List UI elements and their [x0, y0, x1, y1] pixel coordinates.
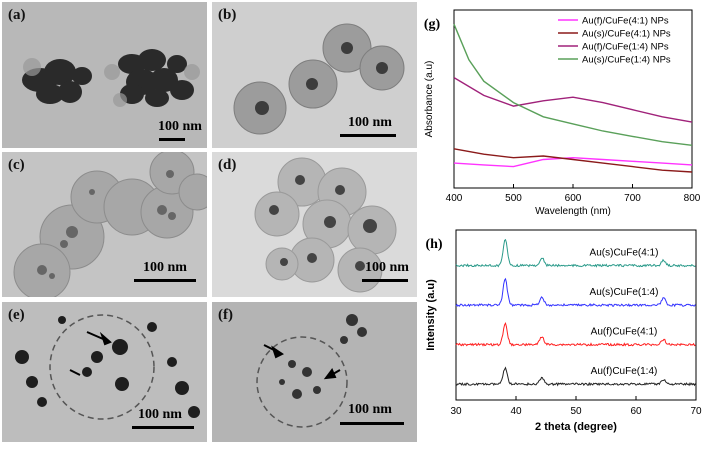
- tem-image-a: [2, 2, 207, 148]
- chart-g-panel-label: (g): [424, 17, 441, 32]
- tem-image-e: [2, 302, 207, 442]
- chart-g-xtick-label-3: 700: [624, 193, 641, 204]
- scale-bar-b: [340, 134, 396, 137]
- scale-text-b: 100 nm: [348, 115, 392, 130]
- chart-g: 400 500 600 700 800 Wavelength (nm) Absorbance…: [424, 9, 701, 217]
- chart-h-ylabel: Intensity (a.u): [425, 279, 437, 351]
- chart-g-series-1: [453, 148, 693, 173]
- scale-text-a: 100 nm: [158, 119, 202, 134]
- tem-panel-b: (b) 100 nm: [212, 2, 417, 148]
- scale-bar-e: [132, 426, 194, 429]
- scale-text-e: 100 nm: [138, 407, 182, 422]
- chart-h-container: 30 40 50 60 70 2 theta (degree) Intensity (a.u…: [420, 224, 706, 444]
- chart-g-legend-label-1: Au(s)/CuFe(4:1) NPs: [582, 29, 671, 40]
- chart-h-xtick-label-1: 40: [510, 406, 522, 417]
- tem-panel-c: (c) 100 nm: [2, 152, 207, 297]
- chart-g-series-3: [453, 23, 693, 146]
- chart-h-xtick-label-4: 70: [690, 406, 702, 417]
- chart-g-container: 400 500 600 700 800 Wavelength (nm) Absorbance…: [420, 2, 706, 220]
- scale-bar-d: [362, 279, 408, 282]
- tem-panel-f: (f) 100 nm: [212, 302, 417, 442]
- chart-h-panel-label: (h): [425, 237, 442, 252]
- chart-h-xtick-label-0: 30: [450, 406, 462, 417]
- tem-image-b: [212, 2, 417, 148]
- panel-label-e: (e): [8, 307, 25, 323]
- chart-g-xlabel: Wavelength (nm): [535, 206, 611, 217]
- chart-g-ylabel: Absorbance (a.u): [424, 61, 435, 138]
- panel-label-f: (f): [218, 307, 233, 323]
- tem-panel-e: (e) 100 nm: [2, 302, 207, 442]
- chart-h-frame: [455, 229, 697, 401]
- scale-bar-c: [134, 279, 196, 282]
- panel-label-d: (d): [218, 157, 237, 173]
- chart-h-series-label-2: Au(f)CuFe(4:1): [591, 327, 658, 338]
- scale-bar-f: [340, 422, 404, 425]
- chart-h-series-label-0: Au(s)CuFe(4:1): [590, 248, 659, 259]
- chart-g-legend-label-3: Au(s)/CuFe(1:4) NPs: [582, 55, 671, 66]
- chart-g-series-2: [453, 76, 693, 123]
- chart-h-xlabel: 2 theta (degree): [535, 421, 617, 433]
- chart-g-legend-label-0: Au(f)/CuFe(4:1) NPs: [582, 16, 669, 27]
- chart-h-series-label-1: Au(s)CuFe(1:4): [590, 287, 659, 298]
- chart-h: 30 40 50 60 70 2 theta (degree) Intensity (a.u…: [425, 229, 702, 433]
- chart-h-series-3: [455, 366, 696, 387]
- chart-h-xtick-label-3: 60: [630, 406, 642, 417]
- chart-g-xtick-label-0: 400: [446, 193, 463, 204]
- tem-image-c: [2, 152, 207, 297]
- tem-image-d: [212, 152, 417, 297]
- scale-text-d: 100 nm: [365, 260, 409, 275]
- chart-h-xtick-label-2: 50: [570, 406, 582, 417]
- chart-g-legend-label-2: Au(f)/CuFe(1:4) NPs: [582, 42, 669, 53]
- scale-text-f: 100 nm: [348, 402, 392, 417]
- chart-h-series-0: [455, 238, 696, 268]
- chart-g-xtick-label-1: 500: [505, 193, 522, 204]
- scale-text-c: 100 nm: [143, 260, 187, 275]
- chart-h-series-2: [455, 322, 696, 347]
- tem-panel-a: (a) 100 nm: [2, 2, 207, 148]
- chart-g-xtick-label-2: 600: [565, 193, 582, 204]
- panel-label-a: (a): [8, 7, 26, 23]
- chart-g-series-0: [453, 156, 693, 168]
- chart-h-series-label-3: Au(f)CuFe(1:4): [591, 366, 658, 377]
- tem-image-f: [212, 302, 417, 442]
- scale-bar-a: [159, 138, 185, 141]
- chart-g-xtick-label-4: 800: [684, 193, 701, 204]
- tem-panel-d: (d) 100 nm: [212, 152, 417, 297]
- chart-h-series-1: [455, 277, 696, 308]
- panel-label-b: (b): [218, 7, 237, 23]
- panel-label-c: (c): [8, 157, 25, 173]
